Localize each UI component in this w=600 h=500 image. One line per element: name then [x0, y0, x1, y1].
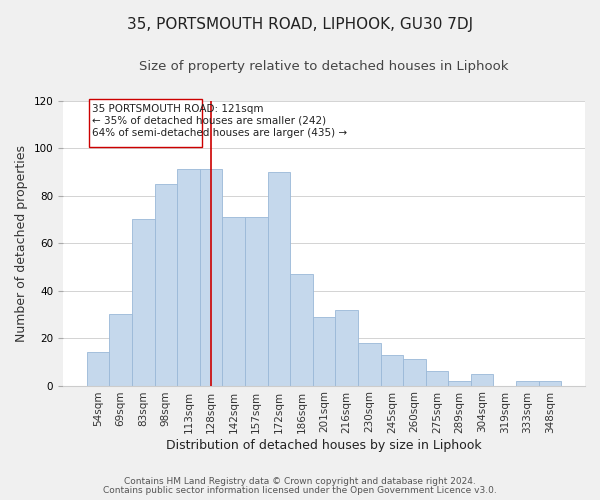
Y-axis label: Number of detached properties: Number of detached properties — [15, 144, 28, 342]
Bar — [539, 381, 561, 386]
Bar — [109, 314, 132, 386]
Text: 35 PORTSMOUTH ROAD: 121sqm: 35 PORTSMOUTH ROAD: 121sqm — [92, 104, 263, 114]
Bar — [358, 343, 380, 386]
Bar — [155, 184, 177, 386]
Bar — [380, 354, 403, 386]
Text: 35, PORTSMOUTH ROAD, LIPHOOK, GU30 7DJ: 35, PORTSMOUTH ROAD, LIPHOOK, GU30 7DJ — [127, 18, 473, 32]
Bar — [268, 172, 290, 386]
Bar — [448, 381, 471, 386]
Bar — [132, 220, 155, 386]
Bar — [425, 372, 448, 386]
Bar — [200, 170, 223, 386]
Text: Contains public sector information licensed under the Open Government Licence v3: Contains public sector information licen… — [103, 486, 497, 495]
Bar — [471, 374, 493, 386]
Bar — [290, 274, 313, 386]
Text: ← 35% of detached houses are smaller (242): ← 35% of detached houses are smaller (24… — [92, 116, 326, 126]
Bar — [87, 352, 109, 386]
Bar — [335, 310, 358, 386]
Text: 64% of semi-detached houses are larger (435) →: 64% of semi-detached houses are larger (… — [92, 128, 347, 138]
X-axis label: Distribution of detached houses by size in Liphook: Distribution of detached houses by size … — [166, 440, 482, 452]
Bar — [516, 381, 539, 386]
Bar — [313, 316, 335, 386]
Title: Size of property relative to detached houses in Liphook: Size of property relative to detached ho… — [139, 60, 509, 73]
Bar — [177, 170, 200, 386]
FancyBboxPatch shape — [89, 100, 202, 147]
Text: Contains HM Land Registry data © Crown copyright and database right 2024.: Contains HM Land Registry data © Crown c… — [124, 477, 476, 486]
Bar — [245, 217, 268, 386]
Bar — [223, 217, 245, 386]
Bar — [403, 360, 425, 386]
